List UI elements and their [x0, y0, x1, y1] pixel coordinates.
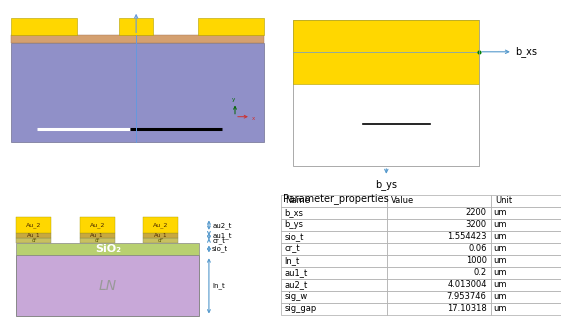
Text: b_xs: b_xs — [516, 46, 537, 57]
Bar — [16, 243, 200, 255]
Bar — [293, 20, 479, 84]
Bar — [280, 243, 387, 255]
Bar — [143, 233, 178, 238]
Text: Name: Name — [284, 197, 310, 206]
Bar — [387, 243, 491, 255]
Bar — [491, 279, 561, 291]
Text: 1000: 1000 — [466, 256, 486, 265]
Text: au2_t: au2_t — [284, 280, 308, 289]
Bar — [387, 231, 491, 243]
Bar — [280, 219, 387, 231]
Text: au1_t: au1_t — [284, 268, 308, 277]
Bar — [80, 238, 114, 243]
Bar — [280, 231, 387, 243]
Bar — [387, 267, 491, 279]
Text: um: um — [494, 256, 507, 265]
Text: au2_t: au2_t — [212, 222, 232, 228]
Text: 7.953746: 7.953746 — [447, 292, 486, 301]
Bar — [387, 207, 491, 219]
Text: um: um — [494, 220, 507, 229]
Bar — [11, 18, 77, 36]
Bar — [387, 219, 491, 231]
Bar — [280, 303, 387, 315]
Bar — [491, 243, 561, 255]
Bar — [11, 43, 264, 142]
Text: Au_2: Au_2 — [89, 222, 105, 228]
Bar — [491, 195, 561, 207]
Text: um: um — [494, 232, 507, 241]
Text: 0.06: 0.06 — [468, 244, 486, 253]
Bar — [280, 279, 387, 291]
Text: 2200: 2200 — [466, 208, 486, 217]
Text: y: y — [232, 97, 235, 102]
Text: x: x — [252, 116, 255, 121]
Text: cr: cr — [31, 238, 36, 243]
Bar — [143, 217, 178, 233]
Text: um: um — [494, 244, 507, 253]
Text: b_ys: b_ys — [375, 179, 397, 190]
Bar — [387, 279, 491, 291]
Text: SiO₂: SiO₂ — [95, 244, 121, 254]
Bar — [280, 195, 387, 207]
Bar — [293, 20, 479, 166]
Text: Au_1: Au_1 — [90, 233, 104, 238]
Text: au1_t: au1_t — [212, 232, 232, 239]
Text: 1.554423: 1.554423 — [447, 232, 486, 241]
Text: 4.013004: 4.013004 — [447, 280, 486, 289]
Text: Au_1: Au_1 — [27, 233, 40, 238]
Text: 3200: 3200 — [466, 220, 486, 229]
Bar — [491, 303, 561, 315]
Bar — [280, 291, 387, 303]
Bar — [143, 238, 178, 243]
Text: um: um — [494, 268, 507, 277]
Text: 0.2: 0.2 — [473, 268, 486, 277]
Text: sig_w: sig_w — [284, 292, 308, 301]
Bar — [387, 303, 491, 315]
Text: Parameter_properties: Parameter_properties — [283, 193, 389, 204]
Text: um: um — [494, 292, 507, 301]
Bar — [16, 255, 200, 316]
Text: sio_t: sio_t — [284, 232, 304, 241]
Bar — [491, 219, 561, 231]
Bar — [16, 233, 52, 238]
Bar — [491, 255, 561, 267]
Text: cr: cr — [158, 238, 163, 243]
Text: b_xs: b_xs — [284, 208, 304, 217]
Text: um: um — [494, 208, 507, 217]
Text: ln_t: ln_t — [212, 283, 225, 289]
Text: Au_2: Au_2 — [26, 222, 42, 228]
Bar — [387, 255, 491, 267]
Text: um: um — [494, 304, 507, 313]
Text: LN: LN — [99, 279, 117, 293]
Bar — [280, 255, 387, 267]
Text: b_ys: b_ys — [284, 220, 304, 229]
Bar — [491, 207, 561, 219]
Bar — [16, 238, 52, 243]
Text: Unit: Unit — [495, 197, 512, 206]
Text: um: um — [494, 280, 507, 289]
Bar — [491, 231, 561, 243]
Text: Au_2: Au_2 — [153, 222, 168, 228]
Text: Au_1: Au_1 — [154, 233, 167, 238]
Text: cr_t: cr_t — [212, 237, 225, 244]
Bar — [387, 291, 491, 303]
Bar — [491, 291, 561, 303]
Text: Value: Value — [392, 197, 415, 206]
Bar — [198, 18, 264, 36]
Bar — [119, 18, 153, 36]
Bar — [491, 267, 561, 279]
Text: sig_gap: sig_gap — [284, 304, 317, 313]
Bar — [80, 217, 114, 233]
Bar — [11, 36, 264, 43]
Text: cr_t: cr_t — [284, 244, 300, 253]
Text: 17.10318: 17.10318 — [447, 304, 486, 313]
Text: sio_t: sio_t — [212, 246, 228, 252]
Bar — [80, 233, 114, 238]
Text: ln_t: ln_t — [284, 256, 300, 265]
Text: cr: cr — [95, 238, 100, 243]
Bar — [280, 207, 387, 219]
Bar — [16, 217, 52, 233]
Bar — [280, 267, 387, 279]
Bar — [387, 195, 491, 207]
